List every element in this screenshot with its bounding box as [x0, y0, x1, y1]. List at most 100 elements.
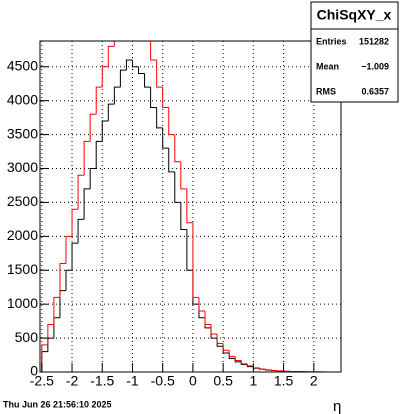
histogram-bin — [139, 0, 145, 6]
histogram-bin — [198, 297, 206, 312]
y-tick-label: 500 — [15, 329, 39, 345]
y-tick-label: 1500 — [7, 261, 38, 277]
histogram-bin — [113, 86, 121, 105]
stats-frame — [310, 1, 399, 103]
histogram-bin — [71, 242, 79, 271]
stats-label: Entries — [316, 36, 347, 46]
x-tick-label: -0.5 — [151, 373, 175, 389]
histogram-bin — [186, 188, 193, 224]
histogram-bin — [252, 365, 260, 369]
histogram-bin — [101, 120, 109, 142]
histogram-bin — [144, 73, 151, 88]
histogram-bin — [222, 343, 230, 351]
histogram-bin — [240, 360, 248, 365]
histogram-bin — [65, 235, 73, 264]
y-tick-label: 4500 — [7, 57, 38, 73]
histogram-bin — [107, 103, 115, 122]
histogram-bin — [168, 107, 175, 136]
stats-box: ChiSqXY_x Entries 151282 Mean −1.009 RMS 0.63… — [310, 1, 399, 103]
histogram-bin — [216, 334, 224, 345]
histogram-bin — [53, 296, 60, 325]
y-tick-label: 1000 — [7, 295, 38, 311]
histogram-bin — [228, 350, 236, 357]
histogram-bin — [95, 86, 103, 115]
histogram-bin — [53, 317, 60, 339]
x-tick-label: -2 — [66, 373, 79, 389]
histogram-bin — [145, 6, 151, 33]
y-tick-label: 3500 — [7, 125, 38, 141]
stats-title: ChiSqXY_x — [317, 7, 392, 23]
stats-value: 0.6357 — [361, 86, 389, 96]
histogram-bin — [222, 346, 230, 354]
histogram-bin — [138, 66, 145, 75]
histogram-bin — [186, 229, 193, 271]
grid — [40, 41, 341, 373]
histogram-bin — [65, 269, 73, 291]
x-tick-label: -2.5 — [30, 373, 54, 389]
histogram-bin — [83, 188, 91, 220]
histogram-bin — [41, 344, 48, 372]
histogram-bin — [258, 367, 266, 370]
histogram — [41, 0, 341, 372]
axes: 0 500 1000 1500 2000 2500 3000 3500 4000 4500 -2.5… — [7, 57, 318, 388]
histogram-bin — [210, 327, 218, 339]
x-tick-label: 1 — [249, 373, 257, 389]
histogram-bin — [174, 171, 181, 203]
histogram-bin — [89, 168, 97, 189]
histogram-bin — [192, 222, 199, 298]
histogram-bin — [95, 140, 103, 169]
y-tick-label: 4000 — [7, 91, 38, 107]
histogram-bin — [107, 45, 115, 67]
histogram-bin — [156, 107, 163, 129]
histogram-bin — [174, 134, 181, 163]
histogram-bin — [101, 66, 109, 88]
histogram-bin — [234, 356, 242, 361]
stats-value: 151282 — [359, 36, 389, 46]
histogram-bin — [192, 270, 199, 305]
x-tick-label: 0.5 — [213, 373, 233, 389]
stats-label: RMS — [316, 86, 336, 96]
histogram-bin — [180, 161, 187, 190]
histogram-bin — [125, 59, 133, 71]
y-tick-label: 2000 — [7, 227, 38, 243]
y-tick-label: 2500 — [7, 193, 38, 209]
histogram-bin — [89, 113, 97, 142]
histogram-bin — [47, 324, 54, 345]
x-tick-label: -1 — [126, 373, 139, 389]
histogram-bin — [150, 41, 157, 61]
stats-value: −1.009 — [361, 61, 389, 71]
histogram-bin — [180, 202, 187, 231]
histogram-bin — [264, 368, 272, 371]
histogram-bin — [131, 59, 139, 68]
histogram-bin — [246, 363, 254, 367]
histogram-bin — [168, 148, 175, 173]
histogram-bin — [47, 337, 54, 352]
histogram-bin — [162, 127, 169, 149]
histogram-bin — [204, 310, 212, 326]
histogram-bin — [77, 174, 85, 210]
x-tick-label: -1.5 — [90, 373, 114, 389]
histogram-bin — [270, 369, 278, 372]
y-tick-label: 3000 — [7, 159, 38, 175]
histogram-bin — [204, 317, 212, 329]
histogram-bin — [41, 351, 48, 372]
histogram-bin — [156, 59, 163, 88]
histogram-bin — [119, 69, 127, 88]
histogram-bin — [83, 140, 91, 176]
histogram-bin — [216, 338, 224, 347]
histogram-bin — [59, 262, 66, 298]
x-tick-label: 1.5 — [274, 373, 294, 389]
histogram-bin — [120, 0, 126, 13]
frame — [39, 40, 342, 373]
footer: Thu Jun 26 21:56:10 2025 — [3, 399, 112, 409]
histogram-bin — [71, 208, 79, 237]
histogram-bin — [162, 87, 169, 108]
x-tick-label: 2 — [310, 373, 318, 389]
y-tick-label: 0 — [30, 363, 38, 379]
x-tick-label: 0 — [189, 373, 197, 389]
stats-label: Mean — [316, 61, 339, 71]
histogram-bin — [228, 353, 236, 359]
histogram-bin — [77, 218, 85, 244]
histogram-bin — [150, 87, 157, 108]
histogram-bin — [210, 324, 218, 335]
